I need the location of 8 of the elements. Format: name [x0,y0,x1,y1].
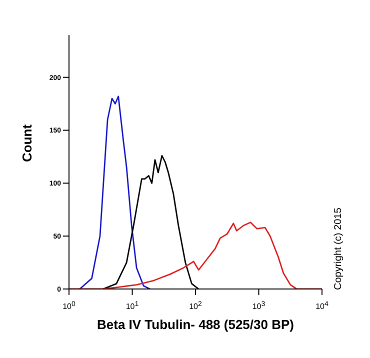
x-tick-label: 10$^{4}$ [316,300,328,311]
x-tick-label: 10$^{2}$ [189,300,202,311]
y-axis-title: Count [20,124,35,162]
x-axis-title: Beta IV Tubulin- 488 (525/30 BP) [97,317,294,332]
x-tick-label: 10$^{0}$ [62,300,76,311]
x-tick-label: 10$^{1}$ [126,300,139,311]
x-tick-label: 10$^{3}$ [252,300,266,311]
text: Copyright (c) 2015 [333,208,344,290]
